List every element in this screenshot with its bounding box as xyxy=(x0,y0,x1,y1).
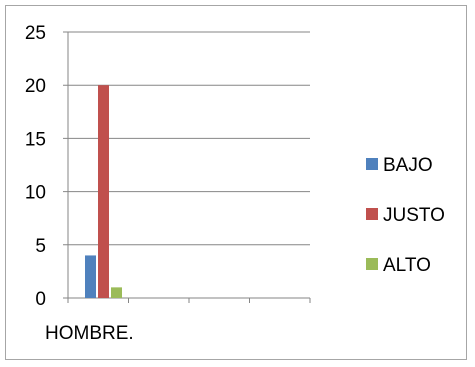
y-tick-label: 5 xyxy=(35,236,46,257)
x-category-labels: HOMBRE. xyxy=(45,323,134,344)
y-tick-label: 10 xyxy=(25,183,46,204)
legend: BAJO JUSTO ALTO xyxy=(366,155,445,276)
legend-label-bajo: BAJO xyxy=(383,155,433,176)
y-tick-label: 25 xyxy=(25,23,46,44)
legend-label-justo: JUSTO xyxy=(383,205,445,226)
y-tick-label: 0 xyxy=(35,289,46,310)
legend-label-alto: ALTO xyxy=(383,255,431,276)
legend-swatch-justo xyxy=(366,208,378,220)
bars xyxy=(85,85,122,298)
x-category-label: HOMBRE. xyxy=(45,323,134,344)
bar-justo xyxy=(98,85,109,298)
legend-swatch-alto xyxy=(366,258,378,270)
bar-alto xyxy=(111,287,122,298)
y-tick-label: 20 xyxy=(25,76,46,97)
y-tick-label: 15 xyxy=(25,129,46,150)
bar-bajo xyxy=(85,255,96,298)
legend-swatch-bajo xyxy=(366,158,378,170)
y-tick-labels: 0 5 10 15 20 25 xyxy=(25,23,46,310)
chart-frame xyxy=(5,5,467,360)
